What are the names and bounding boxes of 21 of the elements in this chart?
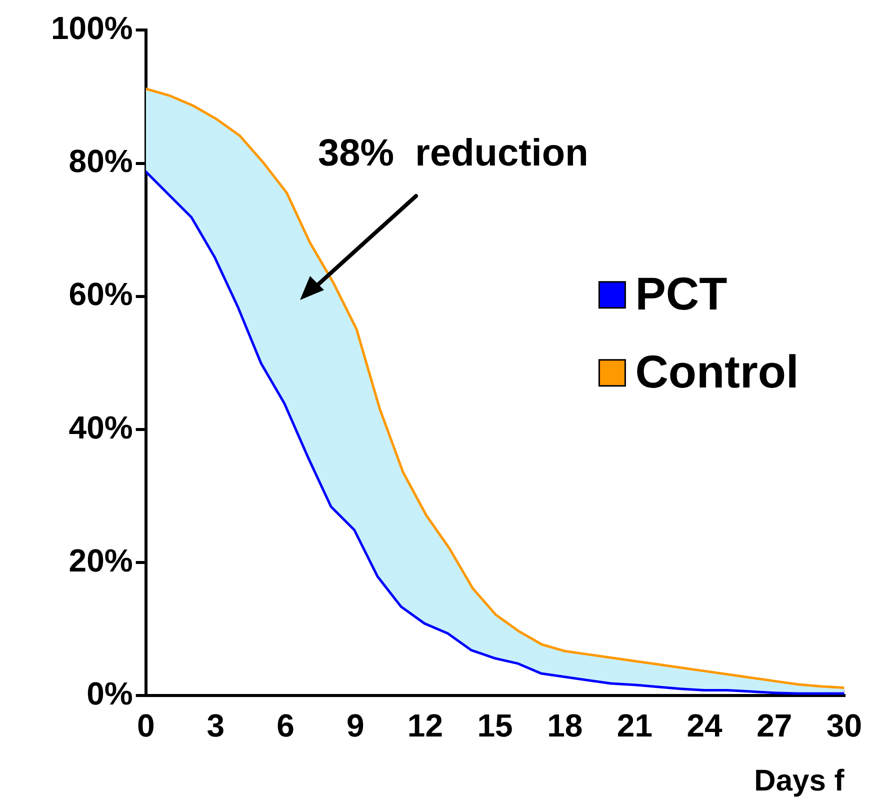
y-tick-label: 0%	[86, 675, 133, 712]
y-tick-label: 60%	[68, 276, 133, 312]
x-tick-label: 9	[346, 708, 364, 744]
x-tick-label: 18	[547, 708, 583, 744]
annotation: 38% reduction	[318, 132, 588, 174]
x-tick-label: 6	[276, 708, 294, 744]
x-tick-label: 30	[826, 708, 862, 744]
x-axis-title: Days f	[754, 764, 846, 798]
y-tick-label: 100%	[51, 10, 133, 46]
legend-label: PCT	[635, 268, 728, 320]
x-tick-label: 21	[616, 708, 652, 744]
x-tick-label: 12	[407, 708, 443, 744]
x-tick-label: 27	[756, 708, 792, 744]
x-tick-label: 3	[206, 708, 225, 744]
y-tick-label: 80%	[68, 143, 133, 180]
x-tick-label: 24	[686, 708, 723, 744]
y-tick-label: 20%	[68, 542, 133, 578]
y-tick-label: 40%	[68, 409, 133, 446]
x-tick-label: 15	[477, 708, 513, 744]
legend-label: Control	[635, 346, 799, 398]
x-tick-label: 0	[136, 708, 155, 744]
